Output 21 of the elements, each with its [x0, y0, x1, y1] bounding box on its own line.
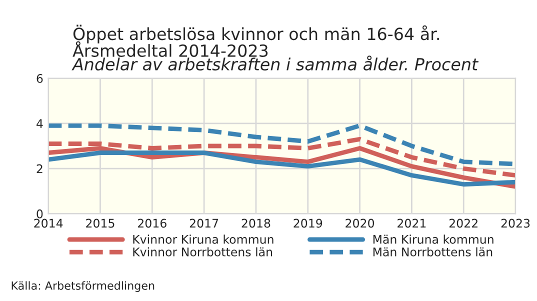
x-tick-label: 2014	[34, 218, 63, 228]
legend-label: Män Norrbottens län	[373, 247, 492, 256]
y-tick-label: 2	[36, 164, 42, 174]
y-tick-label: 4	[36, 119, 43, 128]
x-tick-label: 2019	[294, 218, 322, 228]
x-tick-label: 2015	[86, 218, 114, 228]
x-tick-label: 2016	[138, 218, 166, 228]
legend-label: Kvinnor Kiruna kommun	[133, 234, 274, 244]
x-tick-label: 2022	[449, 218, 478, 228]
x-tick-label: 2017	[190, 218, 218, 228]
legend-label: Män Kiruna kommun	[373, 234, 494, 244]
y-tick-label: 6	[36, 74, 43, 83]
y-tick-label: 0	[36, 209, 43, 218]
legend-label: Kvinnor Norrbottens län	[133, 247, 272, 256]
x-tick-label: 2021	[398, 218, 426, 228]
x-tick-label: 2023	[501, 218, 530, 228]
chart-subtitle: Andelar av arbetskraften i samma ålder. Procent	[72, 56, 479, 71]
x-tick-label: 2020	[346, 218, 374, 228]
x-tick-label: 2018	[242, 218, 270, 228]
text: Källa: Arbetsförmedlingen	[12, 281, 154, 292]
chart-title: Öppet arbetslösa kvinnor och män 16-64 år. Årsmedeltal 2014-2023	[72, 24, 439, 57]
